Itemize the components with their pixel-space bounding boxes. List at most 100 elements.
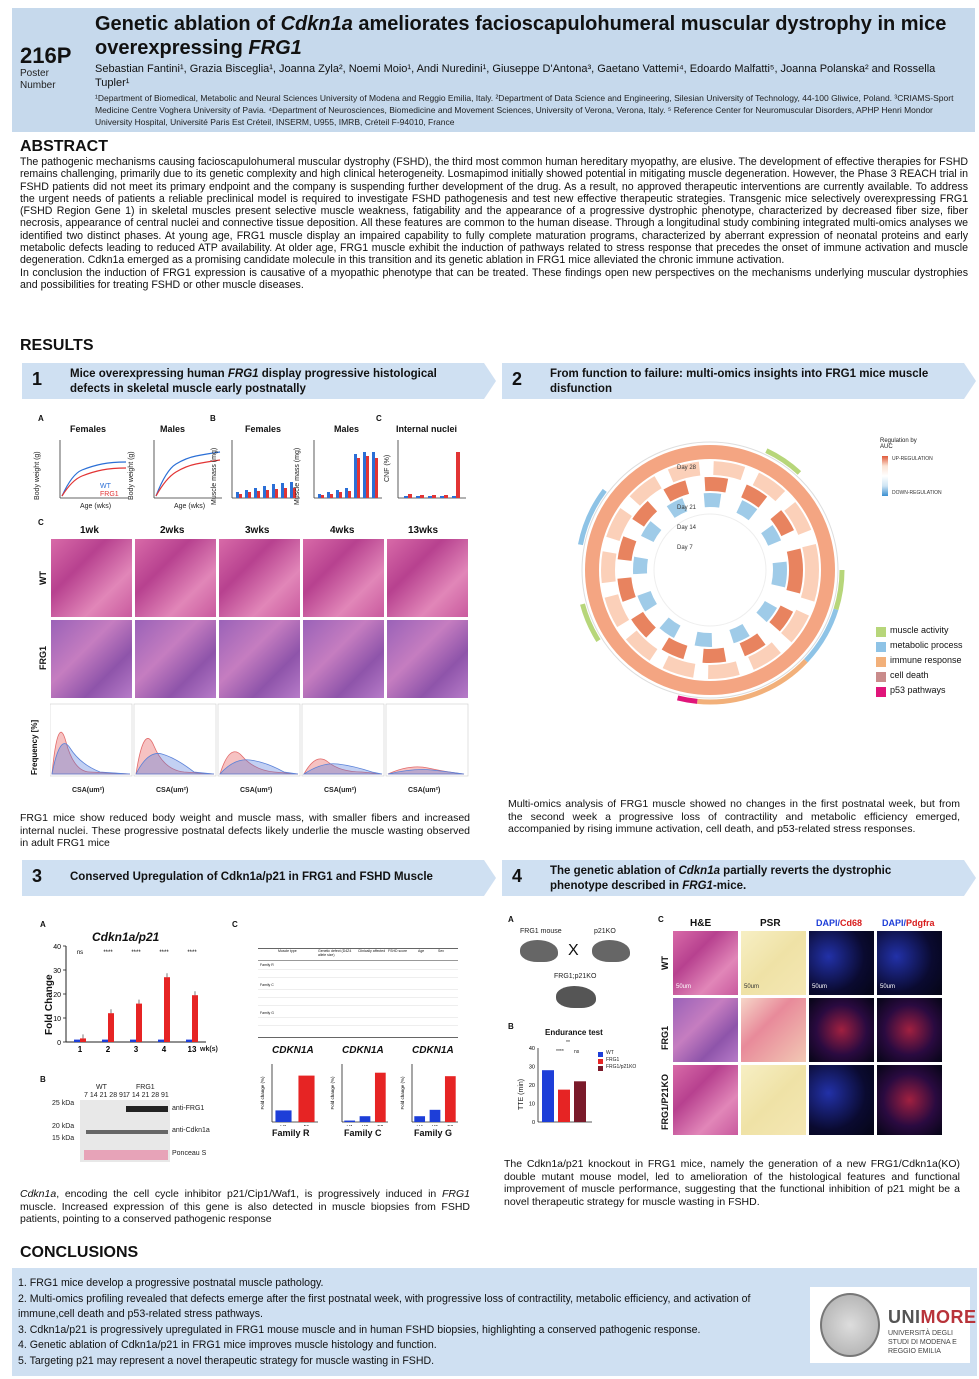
family-bar <box>359 1116 371 1122</box>
bar-frg1 <box>136 1003 142 1042</box>
regulation-scale <box>882 456 888 496</box>
panel-3-caption: Cdkn1a, encoding the cell cycle inhibito… <box>20 1188 470 1225</box>
panel-1-label-c: C <box>38 518 44 527</box>
csa-axis-5: CSA(um²) <box>408 787 441 794</box>
histology-frg1-13wks <box>386 619 469 699</box>
x-tick-label: 13 <box>188 1045 197 1054</box>
legend-label-0: muscle activity <box>890 625 949 635</box>
family-tick-label: H5 <box>432 1125 439 1126</box>
age-axis-2: Age (wks) <box>174 503 206 510</box>
csa-axis-3: CSA(um²) <box>240 787 273 794</box>
y-tick-label: 10 <box>529 1102 535 1108</box>
y-tick-label: 40 <box>529 1046 535 1052</box>
timepoint-2wks: 2wks <box>160 525 185 536</box>
bar-wt <box>130 1039 136 1042</box>
timepoint-13wks: 13wks <box>408 525 439 536</box>
regulation-down: DOWN-REGULATION <box>892 490 942 496</box>
circular-heatmap <box>575 435 845 705</box>
poster-number-label: Poster Number <box>20 68 56 91</box>
kda-15: 15 kDa <box>52 1135 75 1142</box>
p4-psr-wt <box>740 930 807 996</box>
table-family-r: Family R <box>260 963 274 967</box>
day-7-label: Day 7 <box>677 545 693 551</box>
panel-3-number: 3 <box>32 866 43 886</box>
western-blot-image <box>80 1100 170 1162</box>
conclusion-item-2: 2. Multi-omics profiling revealed that d… <box>18 1292 751 1321</box>
regulation-up: UP-REGULATION <box>892 456 933 462</box>
legend-swatch-3 <box>876 672 886 682</box>
conclusion-item-4: 4. Genetic ablation of Cdkn1a/p21 in FRG… <box>18 1339 437 1351</box>
legend-frg1p21-swatch <box>598 1066 603 1071</box>
western-frg1-label: FRG1 <box>136 1084 155 1091</box>
double-mutant-label: FRG1;p21KO <box>554 973 597 980</box>
scale-bar-2: 50um <box>744 984 760 990</box>
panel-2-caption: Multi-omics analysis of FRG1 muscle show… <box>508 798 960 835</box>
panel-3-header: 3 Conserved Upregulation of Cdkn1a/p21 i… <box>22 860 496 896</box>
panel-4-label-a: A <box>508 915 514 924</box>
legend-swatch-1 <box>876 642 886 652</box>
bar-frg1 <box>164 977 170 1042</box>
males-title: Males <box>160 424 186 434</box>
muscle-mass-axis: Muscle mass (mg) <box>211 447 218 505</box>
panel-1-growth-charts <box>59 440 466 499</box>
p4-cd68-wt <box>808 930 875 996</box>
bar-frg1 <box>80 1038 86 1042</box>
muscle-mass-axis-2: Muscle mass (mg) <box>294 447 301 505</box>
significance-label: ns <box>77 950 83 956</box>
endurance-chart: 0 10 20 30 40 <box>529 1046 592 1126</box>
panel-3-label-a: A <box>40 920 46 929</box>
legend-label-3: cell death <box>890 670 929 680</box>
family-tick-label: F1 <box>304 1125 310 1126</box>
females-title: Females <box>70 424 107 434</box>
poster-header <box>12 8 975 132</box>
family-bar <box>374 1072 386 1122</box>
abstract-text: The pathogenic mechanisms causing facios… <box>20 156 968 291</box>
family-tick-label: H1 <box>346 1125 353 1126</box>
conclusion-item-5: 5. Targeting p21 may represent a novel t… <box>18 1354 435 1367</box>
cdkn1a-title-c: CDKN1A <box>342 1045 384 1056</box>
panel-1-number: 1 <box>32 369 43 389</box>
family-tick-label: H4 <box>416 1125 423 1126</box>
legend-label-4: p53 pathways <box>890 685 946 695</box>
csa-axis-1: CSA(um²) <box>72 787 105 794</box>
significance-label: **** <box>187 950 197 956</box>
histology-wt-1wk <box>50 538 133 618</box>
family-bar <box>429 1109 441 1122</box>
family-bar <box>344 1120 356 1122</box>
panel-1-label-c-top: C <box>376 414 382 423</box>
western-lanes-frg1: 7 14 21 28 91 <box>126 1092 169 1099</box>
panel-2-title: From function to failure: multi-omics in… <box>550 368 929 395</box>
legend-wt-swatch <box>598 1052 603 1057</box>
legend-wt: WT <box>100 483 111 490</box>
double-mutant-mouse-icon <box>556 986 596 1008</box>
histology-frg1-2wks <box>134 619 217 699</box>
bar-wt <box>158 1039 164 1042</box>
kda-25: 25 kDa <box>52 1100 75 1107</box>
university-seal-icon <box>820 1293 880 1357</box>
panel-1-label-b: B <box>210 414 216 423</box>
cdkn1a-fold-change-chart: 0 10 20 30 40 1 ns 2 **** 3 **** 4 **** 13 **** <box>53 944 206 1054</box>
legend-label-1: metabolic process <box>890 640 963 650</box>
table-family-g: Family G <box>260 1011 274 1015</box>
y-tick-label: 30 <box>529 1065 535 1071</box>
abstract-para-1: The pathogenic mechanisms causing facios… <box>20 156 968 267</box>
col-dapi-pdgfra: DAPI/Pdgfra <box>882 918 935 928</box>
bar-frg1 <box>192 995 198 1042</box>
p21ko-label: p21KO <box>594 928 616 935</box>
patient-table: Muscle type Genetic defect (D4Z4 allele … <box>258 948 458 1038</box>
age-axis-1: Age (wks) <box>80 503 112 510</box>
panel-4-label-c: C <box>658 915 664 924</box>
anti-frg1-label: anti-FRG1 <box>172 1105 205 1112</box>
wk-suffix: wk(s) <box>200 1046 218 1053</box>
p4-he-frg1p21 <box>672 1064 739 1136</box>
panel-3-title: Conserved Upregulation of Cdkn1a/p21 in … <box>70 871 433 883</box>
panel-4-label-b: B <box>508 1022 514 1031</box>
poster-title: Genetic ablation of Cdkn1a ameliorates f… <box>95 13 947 59</box>
histology-wt-13wks <box>386 538 469 618</box>
significance-label: **** <box>131 950 141 956</box>
y-tick-label: 0 <box>57 1040 61 1047</box>
bar-frg1 <box>108 1013 114 1042</box>
histology-wt-2wks <box>134 538 217 618</box>
csa-axis-2: CSA(um²) <box>156 787 189 794</box>
patient-table-header: Muscle type Genetic defect (D4Z4 allele … <box>258 949 458 961</box>
